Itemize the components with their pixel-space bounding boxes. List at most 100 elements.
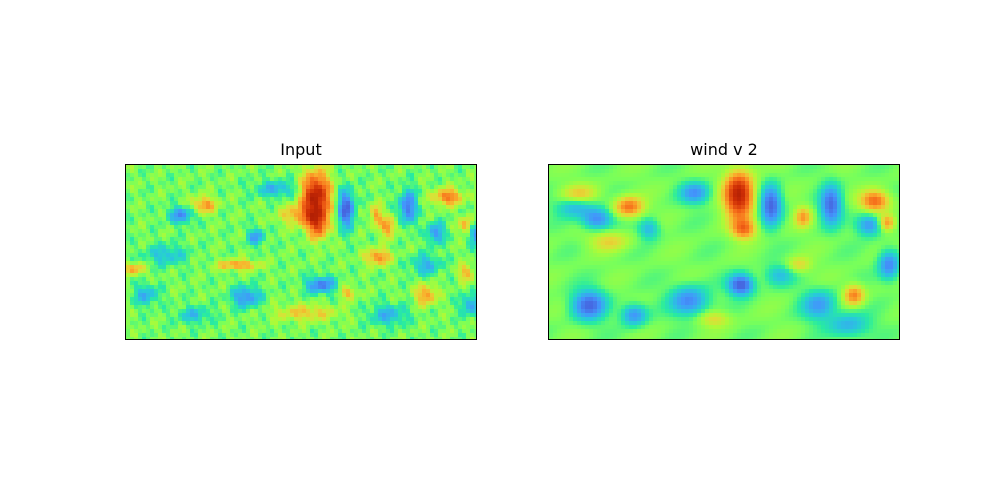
heatmap-input-cell	[422, 217, 427, 222]
heatmap-input-cell	[338, 273, 343, 278]
heatmap-wind-v-2-cell	[713, 173, 718, 178]
heatmap-input-cell	[326, 265, 331, 270]
heatmap-input-cell	[334, 333, 339, 338]
heatmap-wind-v-2-cell	[549, 209, 554, 214]
heatmap-input-cell	[402, 325, 407, 330]
heatmap-input-cell	[210, 329, 215, 334]
heatmap-wind-v-2-cell	[709, 205, 714, 210]
heatmap-input-cell	[186, 253, 191, 258]
heatmap-wind-v-2-cell	[581, 213, 586, 218]
heatmap-wind-v-2-cell	[773, 193, 778, 198]
heatmap-input-cell	[230, 225, 235, 230]
heatmap-input-cell	[390, 269, 395, 274]
heatmap-wind-v-2-cell	[785, 185, 790, 190]
heatmap-input-cell	[458, 245, 463, 250]
heatmap-input-cell	[438, 205, 443, 210]
heatmap-input-cell	[430, 217, 435, 222]
heatmap-input-cell	[386, 209, 391, 214]
heatmap-input-cell	[154, 261, 159, 266]
heatmap-wind-v-2-cell	[661, 173, 666, 178]
heatmap-input-cell	[398, 289, 403, 294]
panel-title-input: Input	[280, 140, 322, 159]
heatmap-wind-v-2-cell	[749, 209, 754, 214]
heatmap-input-cell	[422, 281, 427, 286]
heatmap-wind-v-2-cell	[893, 201, 898, 206]
heatmap-input-cell	[418, 169, 423, 174]
heatmap-input-cell	[462, 321, 467, 326]
heatmap-input-cell	[206, 313, 211, 318]
heatmap-input-cell	[146, 165, 151, 170]
heatmap-input-cell	[386, 321, 391, 326]
heatmap-input-cell	[370, 249, 375, 254]
heatmap-input-cell	[322, 305, 327, 310]
heatmap-input-cell	[234, 233, 239, 238]
heatmap-input-cell	[230, 329, 235, 334]
heatmap-input-cell	[374, 177, 379, 182]
heatmap-input-cell	[462, 329, 467, 334]
heatmap-input-cell	[342, 189, 347, 194]
heatmap-input-cell	[334, 293, 339, 298]
heatmap-input-cell	[166, 261, 171, 266]
heatmap-input-cell	[166, 209, 171, 214]
heatmap-input-cell	[134, 165, 139, 170]
heatmap-input-cell	[138, 173, 143, 178]
heatmap-input-cell	[282, 209, 287, 214]
heatmap-input-cell	[474, 225, 476, 230]
heatmap-input-cell	[146, 285, 151, 290]
heatmap-input-cell	[162, 297, 167, 302]
heatmap-input-cell	[302, 241, 307, 246]
heatmap-wind-v-2-cell	[561, 201, 566, 206]
heatmap-wind-v-2-cell	[797, 185, 802, 190]
heatmap-input-cell	[434, 325, 439, 330]
heatmap-input-cell	[246, 253, 251, 258]
heatmap-input-cell	[410, 189, 415, 194]
heatmap-wind-v-2-cell	[753, 185, 758, 190]
heatmap-input-cell	[146, 217, 151, 222]
heatmap-wind-v-2-cell	[649, 189, 654, 194]
heatmap-input-cell	[342, 325, 347, 330]
heatmap-input-cell	[270, 309, 275, 314]
heatmap-input-cell	[174, 329, 179, 334]
heatmap-input-cell	[222, 313, 227, 318]
heatmap-input-cell	[362, 253, 367, 258]
heatmap-wind-v-2-cell	[557, 173, 562, 178]
heatmap-wind-v-2-cell	[697, 209, 702, 214]
heatmap-input-cell	[150, 209, 155, 214]
heatmap-wind-v-2-cell	[665, 177, 670, 182]
heatmap-wind-v-2-cell	[705, 201, 710, 206]
heatmap-input-cell	[230, 337, 235, 339]
heatmap-input-cell	[326, 313, 331, 318]
heatmap-input-cell	[262, 337, 267, 339]
heatmap-input-cell	[382, 297, 387, 302]
heatmap-input-cell	[134, 233, 139, 238]
heatmap-input-cell	[350, 253, 355, 258]
heatmap-input-cell	[262, 225, 267, 230]
heatmap-input-cell	[278, 225, 283, 230]
heatmap-input-cell	[198, 229, 203, 234]
heatmap-wind-v-2-cell	[709, 173, 714, 178]
heatmap-wind-v-2-cell	[797, 209, 802, 214]
heatmap-input-cell	[234, 197, 239, 202]
heatmap-input-cell	[282, 205, 287, 210]
heatmap-wind-v-2-cell	[829, 189, 834, 194]
heatmap-wind-v-2-cell	[677, 209, 682, 214]
heatmap-input-cell	[322, 245, 327, 250]
heatmap-input-cell	[214, 309, 219, 314]
heatmap-input-cell	[350, 265, 355, 270]
heatmap-input-cell	[370, 233, 375, 238]
heatmap-input-cell	[310, 321, 315, 326]
heatmap-input-cell	[434, 301, 439, 306]
heatmap-input-cell	[446, 213, 451, 218]
heatmap-wind-v-2-cell	[717, 185, 722, 190]
heatmap-input-cell	[430, 333, 435, 338]
heatmap-input-cell	[310, 261, 315, 266]
heatmap-input-cell	[282, 189, 287, 194]
heatmap-wind-v-2-cell	[893, 181, 898, 186]
heatmap-wind-v-2-cell	[553, 173, 558, 178]
heatmap-input-cell	[286, 297, 291, 302]
heatmap-input-cell	[446, 217, 451, 222]
heatmap-input-cell	[466, 241, 471, 246]
heatmap-input-cell	[270, 277, 275, 282]
heatmap-input-cell	[190, 177, 195, 182]
heatmap-wind-v-2-cell	[589, 193, 594, 198]
